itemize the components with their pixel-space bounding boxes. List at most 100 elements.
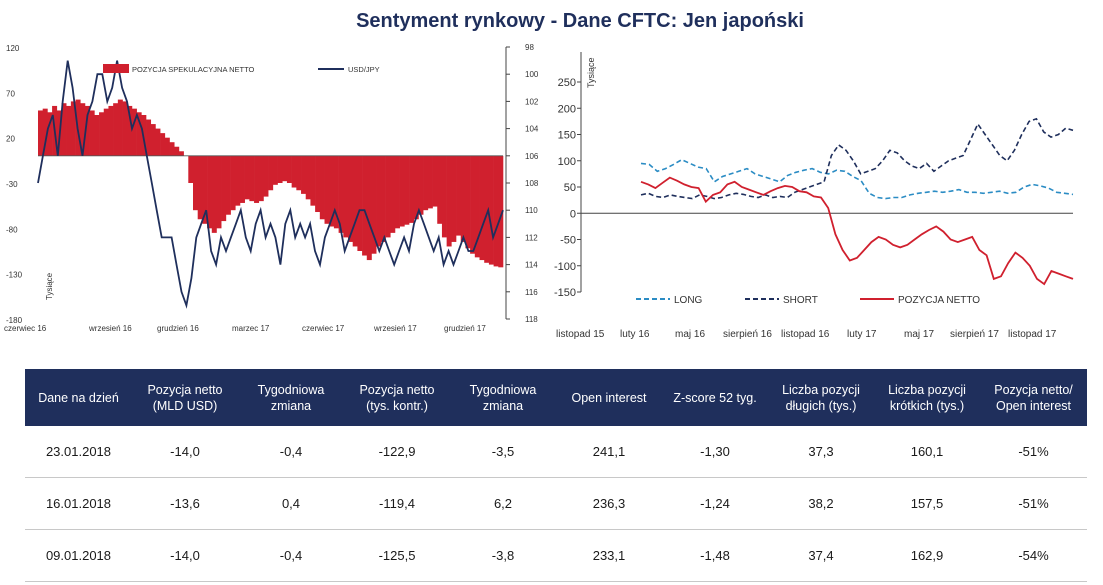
- col-net-usd: Pozycja netto (MLD USD): [132, 369, 238, 426]
- table-cell: -13,6: [132, 477, 238, 530]
- net-position-bar: [216, 155, 222, 229]
- net-position-bar: [324, 155, 330, 224]
- table-cell: 37,3: [768, 426, 874, 478]
- net-position-bar: [277, 155, 283, 183]
- net-position-bar: [235, 155, 241, 206]
- net-position-bar: [470, 155, 476, 254]
- table-cell: 157,5: [874, 477, 980, 530]
- x-tick-label: maj 16: [675, 329, 705, 340]
- table-cell: -51%: [980, 426, 1087, 478]
- x-tick-label: luty 17: [847, 329, 877, 340]
- table-cell: -51%: [980, 477, 1087, 530]
- legend-label-net: POZYCJA SPEKULACYJNA NETTO: [132, 65, 255, 74]
- net-position-bar: [409, 155, 415, 223]
- table-cell: -14,0: [132, 426, 238, 478]
- net-position-bar: [66, 105, 72, 156]
- y-tick-label: 150: [558, 130, 576, 142]
- net-position-bar: [305, 155, 311, 200]
- legend-label-usdjpy: USD/JPY: [348, 65, 380, 74]
- legend-label-long: LONG: [674, 295, 703, 306]
- net-position-bar: [174, 146, 180, 156]
- net-position-bar: [282, 155, 288, 182]
- left-axis-title: Tysiące: [45, 272, 54, 300]
- x-tick-label: czerwiec 16: [4, 324, 47, 333]
- right-tick-label: 112: [525, 233, 538, 242]
- net-position-bar: [376, 155, 382, 247]
- net-position-bar: [84, 105, 90, 156]
- net-position-bar: [456, 155, 462, 236]
- net-position-bar: [394, 155, 400, 229]
- table-header-row: Dane na dzień Pozycja netto (MLD USD) Ty…: [25, 369, 1087, 426]
- net-position-bar: [371, 155, 377, 254]
- net-position-bar: [146, 119, 152, 156]
- net-position-bar: [249, 155, 255, 202]
- table-cell: 0,4: [238, 477, 344, 530]
- net-position-bar: [333, 155, 339, 229]
- left-tick-label: 20: [6, 135, 15, 144]
- net-position-bar: [301, 155, 307, 194]
- y-tick-label: 100: [558, 156, 576, 168]
- table-cell: -119,4: [344, 477, 450, 530]
- left-tick-label: -30: [6, 180, 18, 189]
- y-tick-label: -50: [560, 235, 576, 247]
- net-position-bar: [310, 155, 316, 206]
- table-cell: 6,2: [450, 477, 556, 530]
- net-position-bar: [108, 105, 114, 156]
- y-tick-label: 200: [558, 103, 576, 115]
- legend-label-short: SHORT: [783, 295, 818, 306]
- net-position-bar: [230, 155, 236, 211]
- net-position-bar: [254, 155, 260, 203]
- table-cell: -0,4: [238, 529, 344, 582]
- y-tick-label: 0: [570, 208, 576, 220]
- net-position-bar: [117, 99, 123, 156]
- net-position-bar: [380, 155, 386, 242]
- net-position-bar: [221, 155, 227, 222]
- net-position-bar: [70, 101, 76, 156]
- net-position-bar: [197, 155, 203, 220]
- long-short-chart: 250 200 150 100 50 0 -50 -100 -150 Tysiące listopa…: [554, 52, 1074, 340]
- col-zscore: Z-score 52 tyg.: [662, 369, 768, 426]
- x-tick-label: grudzień 16: [157, 324, 199, 333]
- left-tick-label: 70: [6, 89, 15, 98]
- net-position-bar: [404, 155, 410, 225]
- net-position-bar: [122, 101, 128, 156]
- right-tick-label: 104: [525, 125, 539, 134]
- net-position-bar: [296, 155, 302, 191]
- net-position-bar: [390, 155, 396, 233]
- x-tick-label: maj 17: [904, 329, 934, 340]
- table-cell: -125,5: [344, 529, 450, 582]
- net-position-bar: [385, 155, 391, 238]
- net-position-bar: [362, 155, 368, 256]
- net-position-bar: [479, 155, 485, 261]
- col-open-interest: Open interest: [556, 369, 662, 426]
- net-position-bar: [164, 137, 170, 156]
- net-position-bar: [366, 155, 372, 261]
- net-position-bar: [188, 155, 194, 183]
- table-cell: 233,1: [556, 529, 662, 582]
- net-position-bar: [150, 124, 156, 156]
- net-position-bar: [193, 155, 198, 211]
- net-position-bar: [239, 155, 245, 203]
- table-cell: 38,2: [768, 477, 874, 530]
- page-title: Sentyment rynkowy - Dane CFTC: Jen japoń…: [356, 10, 804, 32]
- table-cell: 160,1: [874, 426, 980, 478]
- x-tick-label: listopad 17: [1008, 329, 1057, 340]
- table-cell: -3,5: [450, 426, 556, 478]
- right-tick-label: 110: [525, 206, 538, 215]
- net-position-bar: [207, 155, 213, 229]
- right-tick-label: 108: [525, 179, 539, 188]
- net-position-bar: [113, 103, 119, 156]
- y-tick-label: -150: [554, 287, 576, 299]
- table-cell: 23.01.2018: [25, 426, 132, 478]
- right-tick-label: 98: [525, 43, 534, 52]
- right-tick-label: 102: [525, 97, 539, 106]
- table-cell: 236,3: [556, 477, 662, 530]
- x-tick-label: listopad 16: [781, 329, 830, 340]
- series-line-long: [640, 158, 1074, 200]
- x-tick-label: listopad 15: [556, 329, 605, 340]
- y-tick-label: 250: [558, 77, 576, 89]
- table-cell: -3,8: [450, 529, 556, 582]
- net-position-bar: [61, 103, 67, 156]
- x-tick-label: marzec 17: [232, 324, 270, 333]
- net-position-bar: [89, 110, 95, 156]
